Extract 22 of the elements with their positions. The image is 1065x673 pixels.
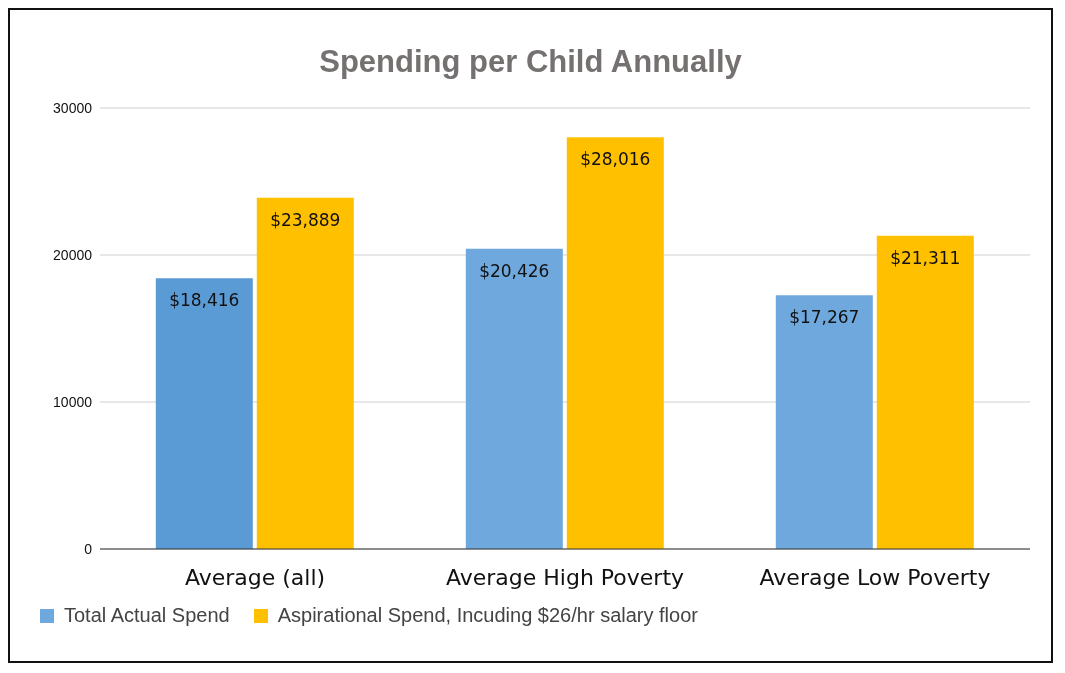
bar bbox=[566, 137, 664, 549]
data-label: $21,311 bbox=[890, 247, 961, 268]
y-tick-label: 20000 bbox=[53, 246, 93, 263]
bar bbox=[256, 197, 354, 549]
bar bbox=[876, 235, 974, 549]
data-label: $28,016 bbox=[580, 149, 651, 170]
y-tick-label: 10000 bbox=[53, 393, 93, 410]
data-label: $23,889 bbox=[270, 209, 341, 230]
y-tick-label: 30000 bbox=[53, 99, 93, 116]
legend-label: Total Actual Spend bbox=[64, 604, 230, 627]
x-tick-label: Average Low Poverty bbox=[759, 564, 991, 590]
chart-title: Spending per Child Annually bbox=[318, 43, 743, 81]
bar bbox=[775, 295, 873, 549]
legend-label: Aspirational Spend, Incuding $26/hr salary floor bbox=[277, 604, 698, 627]
y-tick-label: 0 bbox=[84, 540, 93, 557]
data-label: $20,426 bbox=[479, 260, 550, 281]
data-label: $17,267 bbox=[789, 307, 860, 328]
bar bbox=[465, 248, 563, 549]
x-tick-label: Average (all) bbox=[184, 564, 326, 590]
data-label: $18,416 bbox=[169, 290, 240, 311]
bar bbox=[155, 278, 253, 549]
x-tick-label: Average High Poverty bbox=[445, 564, 685, 590]
